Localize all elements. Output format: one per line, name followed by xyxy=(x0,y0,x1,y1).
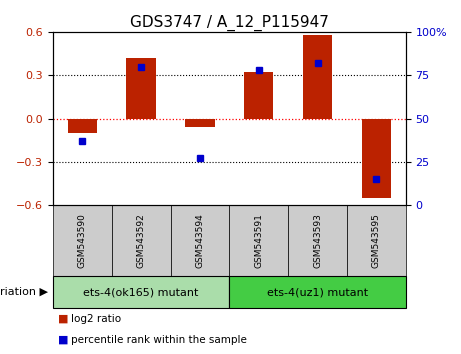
Bar xyxy=(126,58,156,119)
Bar xyxy=(68,119,97,133)
Text: genotype/variation ▶: genotype/variation ▶ xyxy=(0,287,48,297)
Bar xyxy=(53,205,112,276)
Text: ■: ■ xyxy=(58,335,68,345)
Text: GSM543595: GSM543595 xyxy=(372,213,381,268)
Bar xyxy=(185,119,215,127)
Text: GSM543592: GSM543592 xyxy=(136,213,146,268)
Bar xyxy=(171,205,229,276)
Bar xyxy=(347,205,406,276)
Bar xyxy=(303,35,332,119)
Text: GSM543593: GSM543593 xyxy=(313,213,322,268)
Bar xyxy=(53,276,230,308)
Text: log2 ratio: log2 ratio xyxy=(71,314,122,324)
Bar xyxy=(229,276,406,308)
Bar xyxy=(229,205,288,276)
Text: ets-4(ok165) mutant: ets-4(ok165) mutant xyxy=(83,287,199,297)
Text: percentile rank within the sample: percentile rank within the sample xyxy=(71,335,248,345)
Text: ets-4(uz1) mutant: ets-4(uz1) mutant xyxy=(267,287,368,297)
Text: GSM543591: GSM543591 xyxy=(254,213,263,268)
Bar xyxy=(244,72,273,119)
Bar xyxy=(112,205,171,276)
Bar xyxy=(288,205,347,276)
Text: ■: ■ xyxy=(58,314,68,324)
Text: GSM543590: GSM543590 xyxy=(78,213,87,268)
Title: GDS3747 / A_12_P115947: GDS3747 / A_12_P115947 xyxy=(130,14,329,30)
Text: GSM543594: GSM543594 xyxy=(195,213,205,268)
Bar xyxy=(361,119,391,198)
